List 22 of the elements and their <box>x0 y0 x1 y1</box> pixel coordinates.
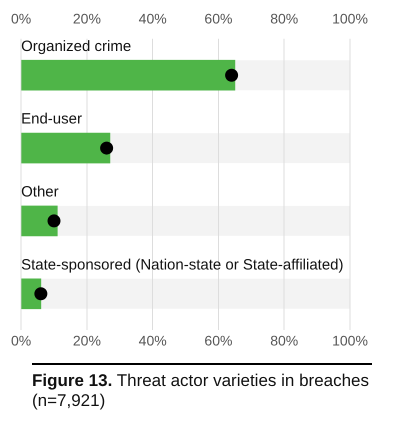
x2-tick-label: 80% <box>270 332 298 348</box>
x-tick-label: 80% <box>270 10 298 26</box>
x-tick-label: 40% <box>138 10 167 26</box>
point <box>34 287 48 300</box>
x2-tick-label: 20% <box>72 332 101 348</box>
x-tick-label: 20% <box>72 10 101 26</box>
y-tick-label: Organized crime <box>21 38 132 55</box>
x2-tick-label: 40% <box>138 332 167 348</box>
y-tick-label: Other <box>21 184 59 201</box>
bar <box>21 206 58 236</box>
point <box>225 68 238 82</box>
x2-tick-label: 0% <box>11 332 32 348</box>
x-tick-label: 60% <box>204 10 232 26</box>
x-tick-label: 0% <box>11 10 32 26</box>
x2-tick-label: 100% <box>332 332 368 348</box>
point <box>100 142 114 155</box>
y-tick-label: End-user <box>21 110 82 128</box>
x-tick-label: 100% <box>332 10 368 26</box>
x2-tick-label: 60% <box>204 332 232 348</box>
text: Figure 13. Threat actor varieties in breaches (n=7,921) <box>32 371 370 410</box>
y-tick-label: State-sponsored (Nation-state or State-affiliated) <box>21 256 344 274</box>
point <box>48 214 61 228</box>
